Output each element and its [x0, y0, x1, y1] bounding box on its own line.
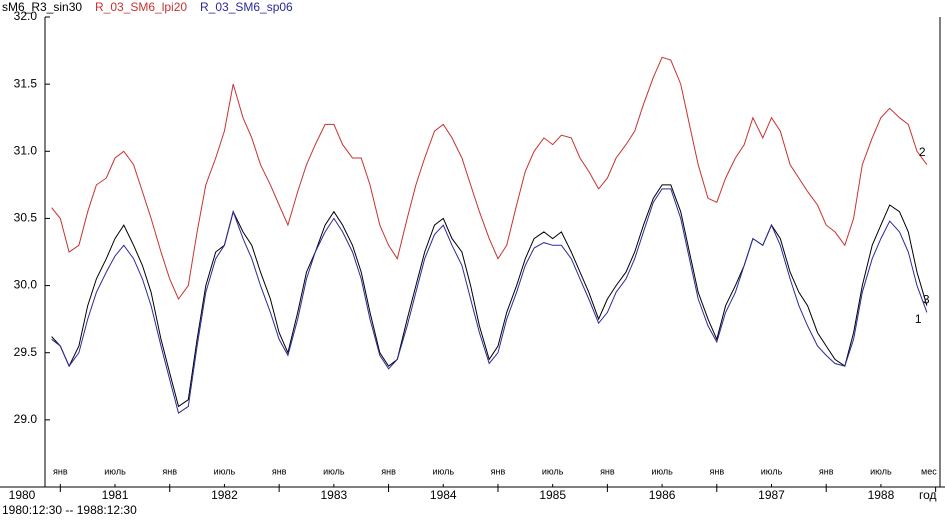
- year-label: 1986: [649, 488, 676, 502]
- year-label: 1982: [211, 488, 238, 502]
- x-tick-label: июль: [432, 466, 454, 476]
- y-tick-label: 30.0: [14, 278, 38, 292]
- x-tick-label: янв: [709, 466, 724, 476]
- y-tick-label: 29.0: [14, 412, 38, 426]
- x-tick-label: янв: [272, 466, 287, 476]
- legend-entry: R_03_SM6_sp06: [200, 0, 293, 14]
- y-tick-label: 30.5: [14, 211, 38, 225]
- x-tick-label: янв: [819, 466, 834, 476]
- legend-entry: sM6_R3_sin30: [2, 0, 82, 14]
- x-tick-label: янв: [53, 466, 68, 476]
- x-tick-label: июль: [761, 466, 783, 476]
- x-tick-label: янв: [491, 466, 506, 476]
- year-label: 1983: [320, 488, 347, 502]
- footnote: 1980:12:30 -- 1988:12:30: [2, 503, 137, 517]
- x-tick-label: янв: [381, 466, 396, 476]
- x-tick-label: июль: [214, 466, 236, 476]
- y-tick-label: 31.5: [14, 76, 38, 90]
- x-tick-label: июль: [104, 466, 126, 476]
- x-year-label: год: [919, 488, 937, 502]
- year-label: 1980: [9, 488, 36, 502]
- x-tick-label: июль: [323, 466, 345, 476]
- year-label: 1985: [539, 488, 566, 502]
- end-label: 2: [919, 145, 926, 159]
- x-tick-label: янв: [600, 466, 615, 476]
- x-tick-label: июль: [651, 466, 673, 476]
- y-tick-label: 29.5: [14, 345, 38, 359]
- year-label: 1984: [430, 488, 457, 502]
- series-line: [51, 184, 928, 408]
- year-label: 1987: [758, 488, 785, 502]
- y-tick-label: 31.0: [14, 143, 38, 157]
- x-month-label: мес: [921, 466, 937, 476]
- x-tick-label: июль: [870, 466, 892, 476]
- legend-entry: R_03_SM6_lpi20: [95, 0, 187, 14]
- year-label: 1988: [868, 488, 895, 502]
- year-label: 1981: [102, 488, 129, 502]
- series-line: [51, 188, 928, 414]
- x-tick-label: июль: [542, 466, 564, 476]
- series-line: [51, 56, 928, 300]
- end-label: 1: [915, 312, 922, 326]
- x-tick-label: янв: [162, 466, 177, 476]
- y-tick-label: 32.0: [14, 9, 38, 23]
- end-label: 3: [923, 293, 930, 307]
